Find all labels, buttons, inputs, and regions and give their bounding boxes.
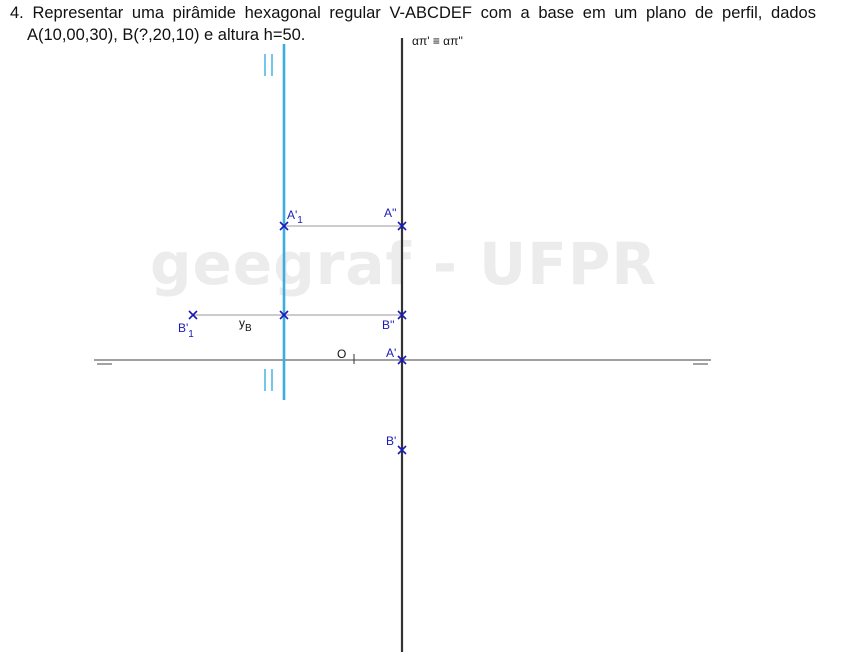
watermark: geegraf - UFPR bbox=[150, 230, 657, 298]
point-B1-rotated bbox=[188, 310, 198, 320]
point-B2 bbox=[397, 310, 407, 320]
label-origin: O bbox=[337, 347, 346, 361]
problem-statement: 4. Representar uma pirâmide hexagonal re… bbox=[10, 2, 816, 46]
problem-line-1: 4. Representar uma pirâmide hexagonal re… bbox=[10, 4, 816, 22]
point-marks bbox=[188, 221, 407, 455]
label-yB: yB bbox=[239, 316, 252, 334]
label-B1-rotated: B'1 bbox=[178, 321, 194, 340]
label-A1: A' bbox=[386, 346, 396, 360]
point-A2 bbox=[397, 221, 407, 231]
label-B2: B'' bbox=[382, 318, 395, 332]
label-A1-rotated: A'1 bbox=[287, 208, 303, 226]
point-B-rotated-trace bbox=[279, 310, 289, 320]
problem-line-2: A(10,00,30), B(?,20,10) e altura h=50. bbox=[27, 26, 306, 44]
point-A1 bbox=[397, 355, 407, 365]
label-B1: B' bbox=[386, 434, 396, 448]
point-B1 bbox=[397, 445, 407, 455]
plane-trace-label: απ' ≡ απ'' bbox=[412, 34, 463, 48]
label-A2: A'' bbox=[384, 206, 397, 220]
point-A1-rotated bbox=[279, 221, 289, 231]
